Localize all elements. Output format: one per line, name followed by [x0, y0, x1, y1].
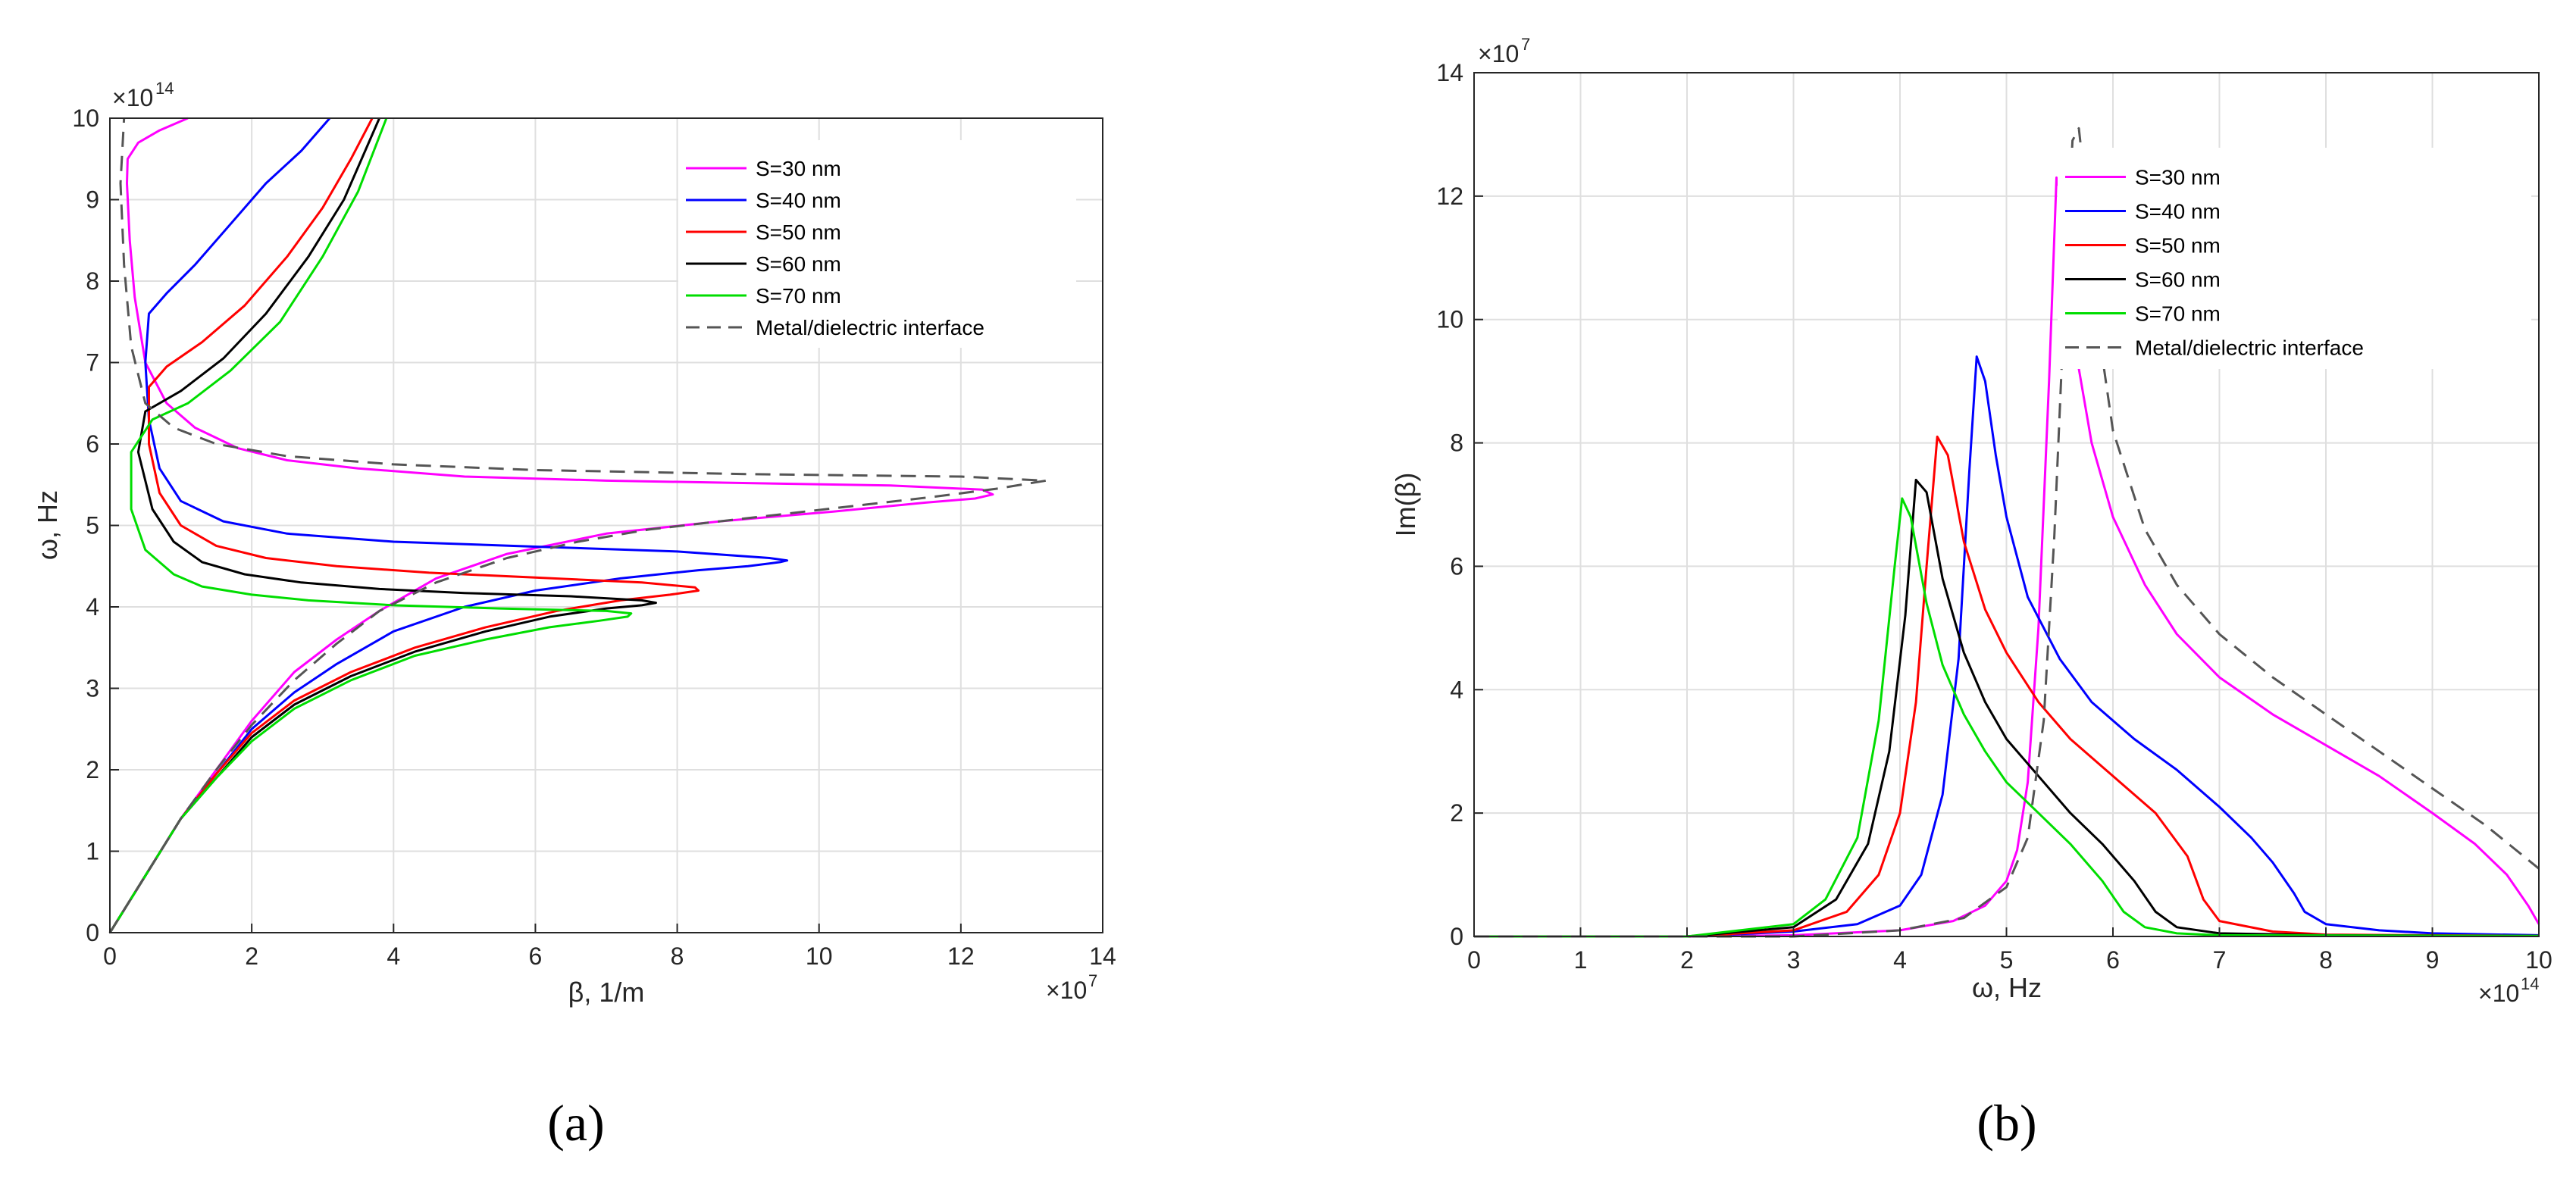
chart-b-y-exponent: ×10 7	[1478, 35, 1530, 67]
chart-b-legend-label: S=70 nm	[2135, 302, 2221, 326]
svg-text:14: 14	[155, 79, 174, 98]
svg-text:14: 14	[2521, 974, 2539, 993]
chart-b-x-tick-label: 5	[2000, 946, 2014, 974]
chart-a-y-tick-label: 9	[86, 186, 99, 214]
svg-text:×10: ×10	[112, 84, 153, 111]
svg-text:×10: ×10	[2478, 980, 2519, 1007]
chart-a-legend-box	[678, 140, 1076, 348]
chart-b-y-tick-label: 10	[1436, 306, 1463, 333]
chart-a-panel-label: (a)	[547, 1094, 604, 1152]
chart-a-y-tick-label: 7	[86, 349, 99, 377]
chart-a-legend: S=30 nm S=40 nm S=50 nm S=60 nm S=70 nm Metal…	[678, 140, 1076, 348]
chart-a-y-tick-label: 3	[86, 675, 99, 702]
chart-b-y-tick-label: 2	[1450, 799, 1463, 827]
chart-a-series-line-3	[108, 117, 700, 933]
chart-a-x-tick-label: 10	[806, 943, 833, 970]
chart-a-series-line-4	[108, 117, 657, 933]
chart-a-x-label: β, 1/m	[568, 977, 645, 1008]
chart-a-y-tick-label: 10	[72, 105, 99, 132]
chart-a-series-line-6	[108, 117, 1047, 933]
chart-a-y-tick-label: 1	[86, 838, 99, 865]
chart-b-x-tick-label: 3	[1787, 946, 1801, 974]
chart-b-legend: S=30 nm S=40 nm S=50 nm S=60 nm S=70 nm Metal…	[2058, 148, 2531, 369]
svg-text:×10: ×10	[1046, 977, 1087, 1004]
chart-b-legend-label: S=40 nm	[2135, 200, 2221, 224]
chart-b-y-tick-label: 6	[1450, 552, 1463, 580]
chart-a-y-tick-label: 0	[86, 919, 99, 946]
chart-b-series-line-6	[1474, 127, 2540, 938]
chart-a-legend-label: S=60 nm	[756, 252, 841, 276]
chart-b-series-line-2	[1474, 355, 2540, 938]
chart-a-x-tick-label: 14	[1089, 943, 1116, 970]
svg-text:×10: ×10	[1478, 40, 1519, 67]
chart-b-x-tick-label: 4	[1893, 946, 1907, 974]
chart-b-panel-label: (b)	[1977, 1094, 2036, 1152]
chart-b-y-tick-label: 4	[1450, 676, 1463, 703]
chart-a-legend-label: S=30 nm	[756, 157, 841, 180]
chart-a-y-label: ω, Hz	[32, 490, 63, 560]
chart-b-legend-box	[2058, 148, 2531, 369]
chart-a-legend-label: S=70 nm	[756, 284, 841, 308]
chart-b-x-tick-label: 8	[2319, 946, 2333, 974]
chart-a-legend-label: Metal/dielectric interface	[756, 316, 984, 339]
chart-b-legend-label: Metal/dielectric interface	[2135, 336, 2364, 360]
chart-a-x-tick-label: 4	[387, 943, 400, 970]
chart-b-x-exponent: ×10 14	[2478, 974, 2539, 1007]
chart-a-y-tick-label: 2	[86, 756, 99, 783]
chart-b-x-tick-label: 6	[2106, 946, 2120, 974]
chart-b-y-tick-label: 8	[1450, 430, 1463, 457]
chart-b-series-line-3	[1474, 435, 2540, 938]
chart-b-y-tick-label: 14	[1436, 59, 1463, 86]
chart-a-y-tick-label: 5	[86, 512, 99, 539]
chart-a-series-line-2	[108, 117, 789, 933]
chart-b-x-tick-label: 0	[1467, 946, 1481, 974]
chart-a-x-exponent: ×10 7	[1046, 971, 1097, 1004]
chart-a-series-line-5	[108, 117, 633, 933]
chart-a-lines	[108, 117, 1047, 933]
svg-text:7: 7	[1521, 35, 1530, 54]
chart-b-x-tick-label: 2	[1680, 946, 1694, 974]
chart-b-x-tick-label: 9	[2426, 946, 2440, 974]
chart-a-x-tick-label: 6	[529, 943, 543, 970]
chart-b-series-line-4	[1474, 478, 2540, 938]
chart-b-legend-label: S=50 nm	[2135, 234, 2221, 258]
chart-a-x-tick-label: 2	[245, 943, 258, 970]
chart-b-y-tick-label: 12	[1436, 183, 1463, 210]
chart-b-x-tick-label: 7	[2213, 946, 2227, 974]
chart-b-legend-label: S=60 nm	[2135, 268, 2221, 292]
chart-b-y-label: Im(β)	[1390, 473, 1421, 537]
chart-b-legend-label: S=30 nm	[2135, 166, 2221, 189]
svg-text:7: 7	[1088, 971, 1097, 990]
chart-a-legend-label: S=40 nm	[756, 189, 841, 212]
chart-a-legend-label: S=50 nm	[756, 220, 841, 244]
chart-a-series-line-1	[108, 117, 994, 933]
chart-b-series-line-5	[1474, 497, 2540, 938]
chart-b-x-tick-label: 1	[1574, 946, 1588, 974]
chart-a-y-tick-label: 4	[86, 593, 99, 621]
chart-a-y-tick-label: 8	[86, 267, 99, 295]
chart-a-x-tick-label: 8	[671, 943, 684, 970]
chart-a-x-tick-label: 0	[103, 943, 117, 970]
chart-b-x-tick-label: 10	[2525, 946, 2553, 974]
chart-a-y-exponent: ×10 14	[112, 79, 174, 111]
chart-b-y-tick-label: 0	[1450, 923, 1463, 950]
chart-a-y-tick-label: 6	[86, 430, 99, 458]
chart-b-x-label: ω, Hz	[1972, 972, 2042, 1003]
chart-a-x-tick-label: 12	[947, 943, 975, 970]
